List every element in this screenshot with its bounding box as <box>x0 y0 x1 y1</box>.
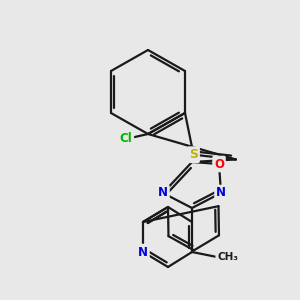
Text: N: N <box>158 187 168 200</box>
Text: N: N <box>138 245 148 259</box>
Text: CH₃: CH₃ <box>217 252 238 262</box>
Text: N: N <box>216 187 226 200</box>
Text: S: S <box>189 148 198 161</box>
Text: O: O <box>214 158 224 170</box>
Text: Cl: Cl <box>120 133 132 146</box>
